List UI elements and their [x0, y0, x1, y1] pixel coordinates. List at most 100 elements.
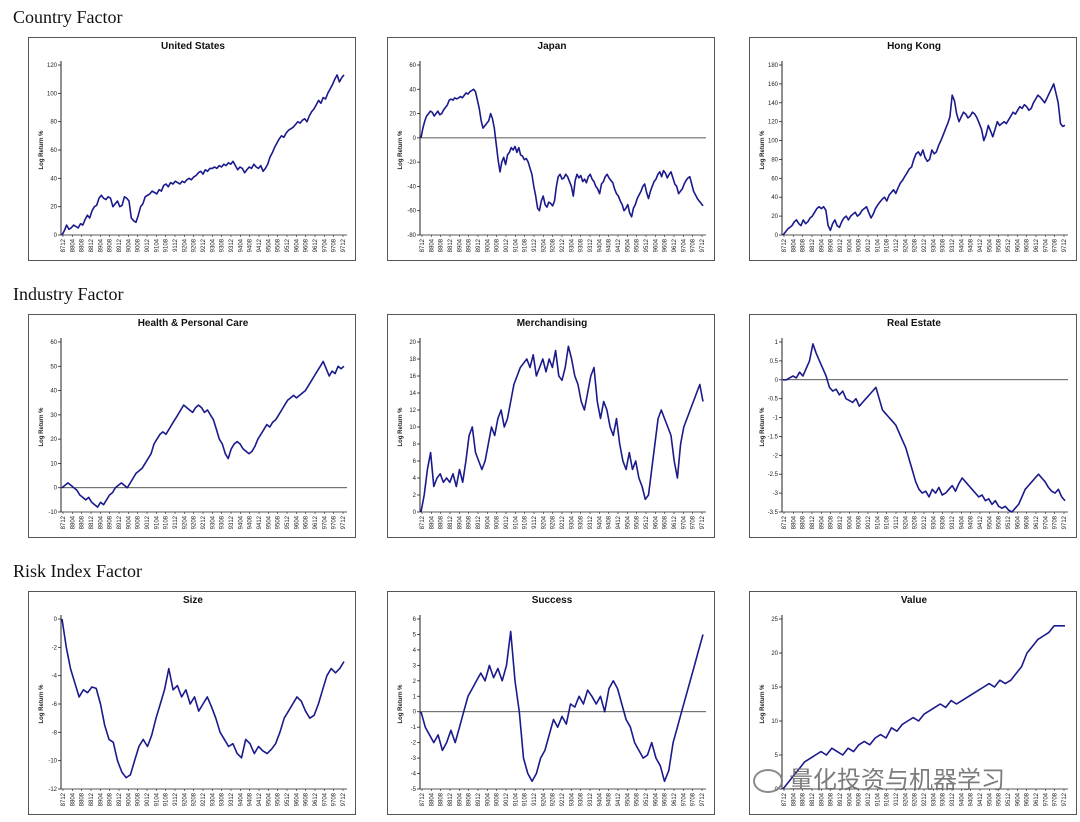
x-tick-label: 9212	[201, 515, 207, 529]
y-tick-label: -3	[773, 491, 779, 497]
y-tick-label: 4	[413, 476, 417, 482]
x-tick-label: 8808	[801, 238, 807, 252]
x-tick-label: 9412	[616, 515, 622, 529]
x-tick-label: 9312	[588, 792, 594, 806]
x-tick-label: 9612	[1034, 515, 1040, 529]
x-tick-label: 8804	[70, 515, 76, 529]
chart-panel-size: Size Log Return % -12 -10 -8 -6 -4 -2 0 8712 8804 8…	[28, 591, 356, 815]
x-tick-label: 9608	[663, 792, 669, 806]
x-tick-label: 8808	[801, 792, 807, 806]
x-tick-label: 9512	[285, 238, 291, 252]
x-tick-label: 8712	[61, 792, 67, 806]
x-tick-label: 9012	[145, 515, 151, 529]
chart-svg: United States Log Return % 0 20 40 60 80 100 120…	[39, 41, 347, 252]
x-tick-label: 8908	[467, 792, 473, 806]
x-tick-label: 9604	[653, 792, 659, 806]
y-tick-label: -0.5	[768, 397, 779, 403]
x-tick-label: 9004	[485, 515, 491, 529]
x-tick-label: 8712	[420, 515, 426, 529]
x-tick-label: 9608	[663, 515, 669, 529]
x-tick-label: 9308	[579, 792, 585, 806]
x-tick-label: 9008	[136, 792, 142, 806]
y-tick-label: 2	[413, 679, 417, 685]
x-tick-label: 8804	[70, 792, 76, 806]
y-tick-label: 0	[413, 710, 417, 716]
x-tick-label: 9612	[313, 792, 319, 806]
y-tick-label: 80	[771, 157, 778, 163]
x-tick-label: 9204	[182, 238, 188, 252]
x-tick-label: 9204	[541, 515, 547, 529]
x-tick-label: 8812	[89, 792, 95, 806]
y-tick-label: 20	[409, 340, 416, 346]
x-tick-label: 9604	[294, 515, 300, 529]
x-tick-label: 9708	[691, 515, 697, 529]
y-tick-label: 0	[54, 486, 58, 492]
series-line	[420, 345, 704, 513]
y-tick-label: 0	[54, 617, 58, 623]
x-tick-label: 8712	[61, 238, 67, 252]
x-tick-label: 8804	[429, 515, 435, 529]
x-tick-label: 9112	[173, 515, 179, 529]
x-tick-label: 8912	[838, 515, 844, 529]
x-tick-label: 9308	[941, 792, 947, 806]
x-tick-label: 9512	[644, 515, 650, 529]
x-tick-label: 9708	[1053, 238, 1059, 252]
x-tick-label: 9212	[922, 238, 928, 252]
x-tick-label: 9712	[700, 238, 706, 252]
x-tick-label: 9504	[266, 238, 272, 252]
x-tick-label: 9508	[635, 238, 641, 252]
x-tick-label: 9712	[700, 792, 706, 806]
x-tick-label: 9204	[903, 792, 909, 806]
x-tick-label: 9408	[969, 792, 975, 806]
chart-svg: Size Log Return % -12 -10 -8 -6 -4 -2 0 8712 8804 8…	[39, 595, 347, 806]
y-tick-label: 60	[409, 63, 416, 69]
x-tick-label: 9212	[560, 515, 566, 529]
y-tick-label: -1	[411, 725, 417, 731]
series-line	[61, 360, 345, 508]
y-tick-label: 5	[775, 753, 779, 759]
y-tick-label: 10	[771, 719, 778, 725]
y-axis-label: Log Return %	[39, 407, 45, 447]
x-tick-label: 9608	[1025, 792, 1031, 806]
x-tick-label: 9308	[579, 515, 585, 529]
y-tick-label: 80	[50, 120, 57, 126]
y-tick-label: 180	[768, 63, 779, 69]
x-tick-label: 9708	[332, 515, 338, 529]
chart-svg: Japan Log Return % -80 -60 -40 -20 0 20 40 60 8712…	[398, 41, 706, 252]
x-tick-label: 9612	[1034, 792, 1040, 806]
chart-svg: Real Estate Log Return % -3.5 -3 -2.5 -2 -1.5 -…	[760, 318, 1068, 529]
x-tick-label: 9608	[304, 515, 310, 529]
x-tick-label: 9308	[220, 792, 226, 806]
y-tick-label: 5	[413, 632, 417, 638]
y-tick-label: 20	[50, 205, 57, 211]
x-tick-label: 8808	[801, 515, 807, 529]
x-tick-label: 8804	[791, 515, 797, 529]
x-tick-label: 8912	[476, 792, 482, 806]
x-tick-label: 9108	[523, 792, 529, 806]
x-tick-label: 9312	[588, 515, 594, 529]
x-tick-label: 9604	[1015, 792, 1021, 806]
y-tick-label: 60	[50, 148, 57, 154]
x-tick-label: 9712	[700, 515, 706, 529]
x-tick-label: 9108	[523, 515, 529, 529]
section-title-industry: Industry Factor	[13, 284, 124, 304]
x-tick-label: 9704	[1043, 238, 1049, 252]
x-tick-label: 9508	[997, 238, 1003, 252]
y-tick-label: 40	[50, 389, 57, 395]
chart-title: United States	[161, 41, 225, 52]
y-tick-label: 50	[50, 364, 57, 370]
x-tick-label: 9004	[126, 792, 132, 806]
x-tick-label: 9112	[173, 792, 179, 806]
x-tick-label: 8804	[429, 238, 435, 252]
x-tick-label: 9104	[513, 238, 519, 252]
x-tick-label: 9704	[1043, 515, 1049, 529]
x-tick-label: 9012	[145, 238, 151, 252]
y-tick-label: 40	[50, 176, 57, 182]
x-tick-label: 9404	[238, 515, 244, 529]
y-tick-label: 16	[409, 374, 416, 380]
y-axis-label: Log Return %	[760, 407, 766, 447]
x-tick-label: 8812	[89, 238, 95, 252]
x-tick-label: 8912	[838, 792, 844, 806]
x-tick-label: 9504	[987, 238, 993, 252]
x-tick-label: 9104	[875, 238, 881, 252]
